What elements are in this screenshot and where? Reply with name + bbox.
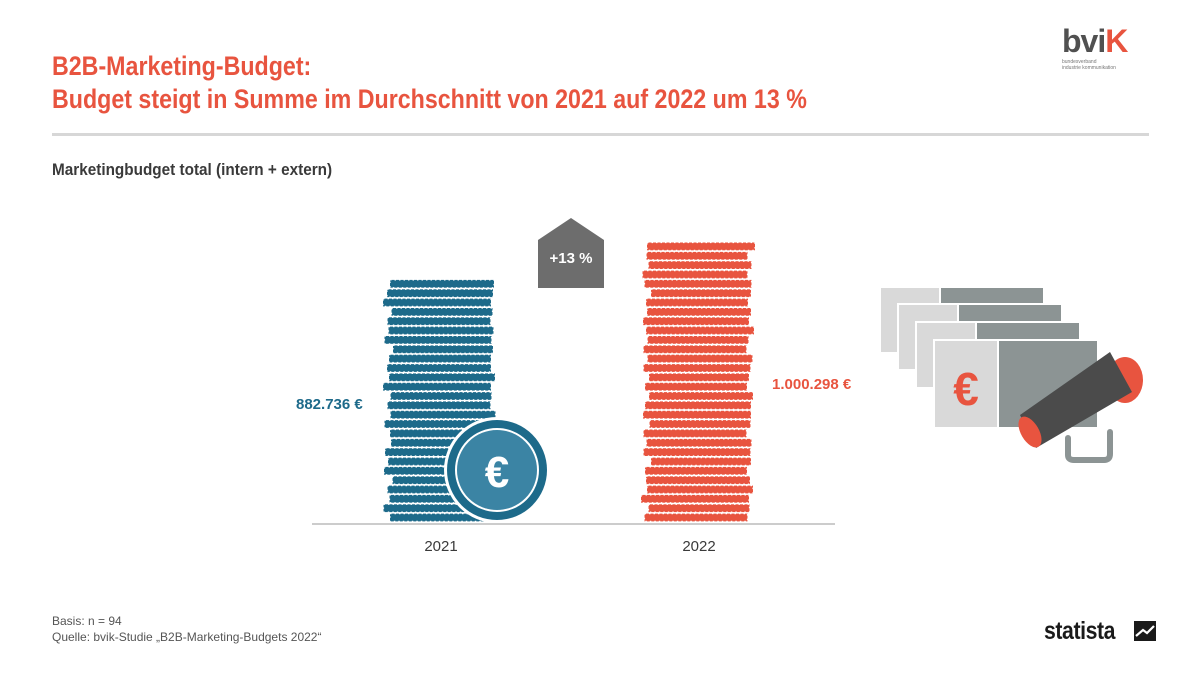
value-label-2022: 1.000.298 € [772,376,852,393]
coin [645,298,749,308]
coin [644,400,752,410]
coin [386,288,494,298]
coin-symbol: € [485,448,509,497]
coin [388,372,496,382]
coin [382,503,492,513]
coin [650,457,752,467]
coin [646,485,754,495]
coin [642,428,748,438]
coin [642,316,750,326]
coin [642,447,752,457]
coin [389,391,493,401]
coin [647,260,753,270]
title-line-2: Budget steigt in Summe im Durchschnitt v… [52,84,807,114]
euro-coin-icon: € [444,417,550,523]
basis-note: Basis: n = 94 [52,614,122,628]
statista-wordmark: statista [1044,617,1116,645]
coin [648,391,754,401]
coin [646,335,750,345]
coin [387,457,495,467]
coin [643,279,753,289]
coin [386,316,492,326]
coin [392,344,494,354]
coin [644,466,748,476]
coin [640,494,750,504]
coin [646,241,756,251]
coin [387,326,495,336]
chart-subtitle: Marketingbudget total (intern + extern) [52,160,333,179]
footer-notes: Basis: n = 94 Quelle: bvik-Studie „B2B-M… [52,613,321,645]
bill-symbol: € [953,363,979,415]
coin [388,354,492,364]
coin [382,382,492,392]
coin [646,354,754,364]
coin [648,372,750,382]
coin [383,419,493,429]
coin [646,307,752,317]
bvik-logo: bviK bundesverband industrie kommunikati… [1062,24,1162,72]
coin [384,447,490,457]
change-badge-label: +13 % [549,250,593,267]
megaphone-money-icon: € [879,286,1143,463]
source-note: Quelle: bvik-Studie „B2B-Marketing-Budge… [52,630,322,644]
title-line-1: B2B-Marketing-Budget: [52,51,312,81]
coin [648,419,752,429]
coin [645,438,753,448]
coin [386,400,492,410]
bill-stack [879,286,1099,429]
coin [390,307,494,317]
bvik-logo-wordmark: bviK [1062,23,1128,59]
change-badge [538,218,604,288]
bar-2022 [640,241,756,522]
category-label-2021: 2021 [424,538,458,555]
coin [642,344,748,354]
bar-2021 [382,279,497,522]
coin [389,279,495,289]
coin-stacks [382,241,756,522]
coin [645,251,749,261]
value-label-2021: 882.736 € [296,396,363,413]
page-title: B2B-Marketing-Budget: Budget steigt in S… [52,50,807,116]
coin [650,288,752,298]
coin [645,326,755,336]
coin [642,410,752,420]
category-label-2022: 2022 [682,538,716,555]
statista-mark-icon [1134,621,1156,641]
coin [390,438,494,448]
coin [647,503,751,513]
coin [383,466,493,476]
coin [382,298,492,308]
coin [386,363,492,373]
coin [641,270,749,280]
header-divider [52,133,1149,136]
coin [386,485,492,495]
coin [389,410,497,420]
coin [645,475,751,485]
bvik-logo-tagline: bundesverband industrie kommunikation [1062,59,1116,71]
coin [644,382,748,392]
coin [642,363,752,373]
coin [383,335,493,345]
coin [643,512,749,522]
